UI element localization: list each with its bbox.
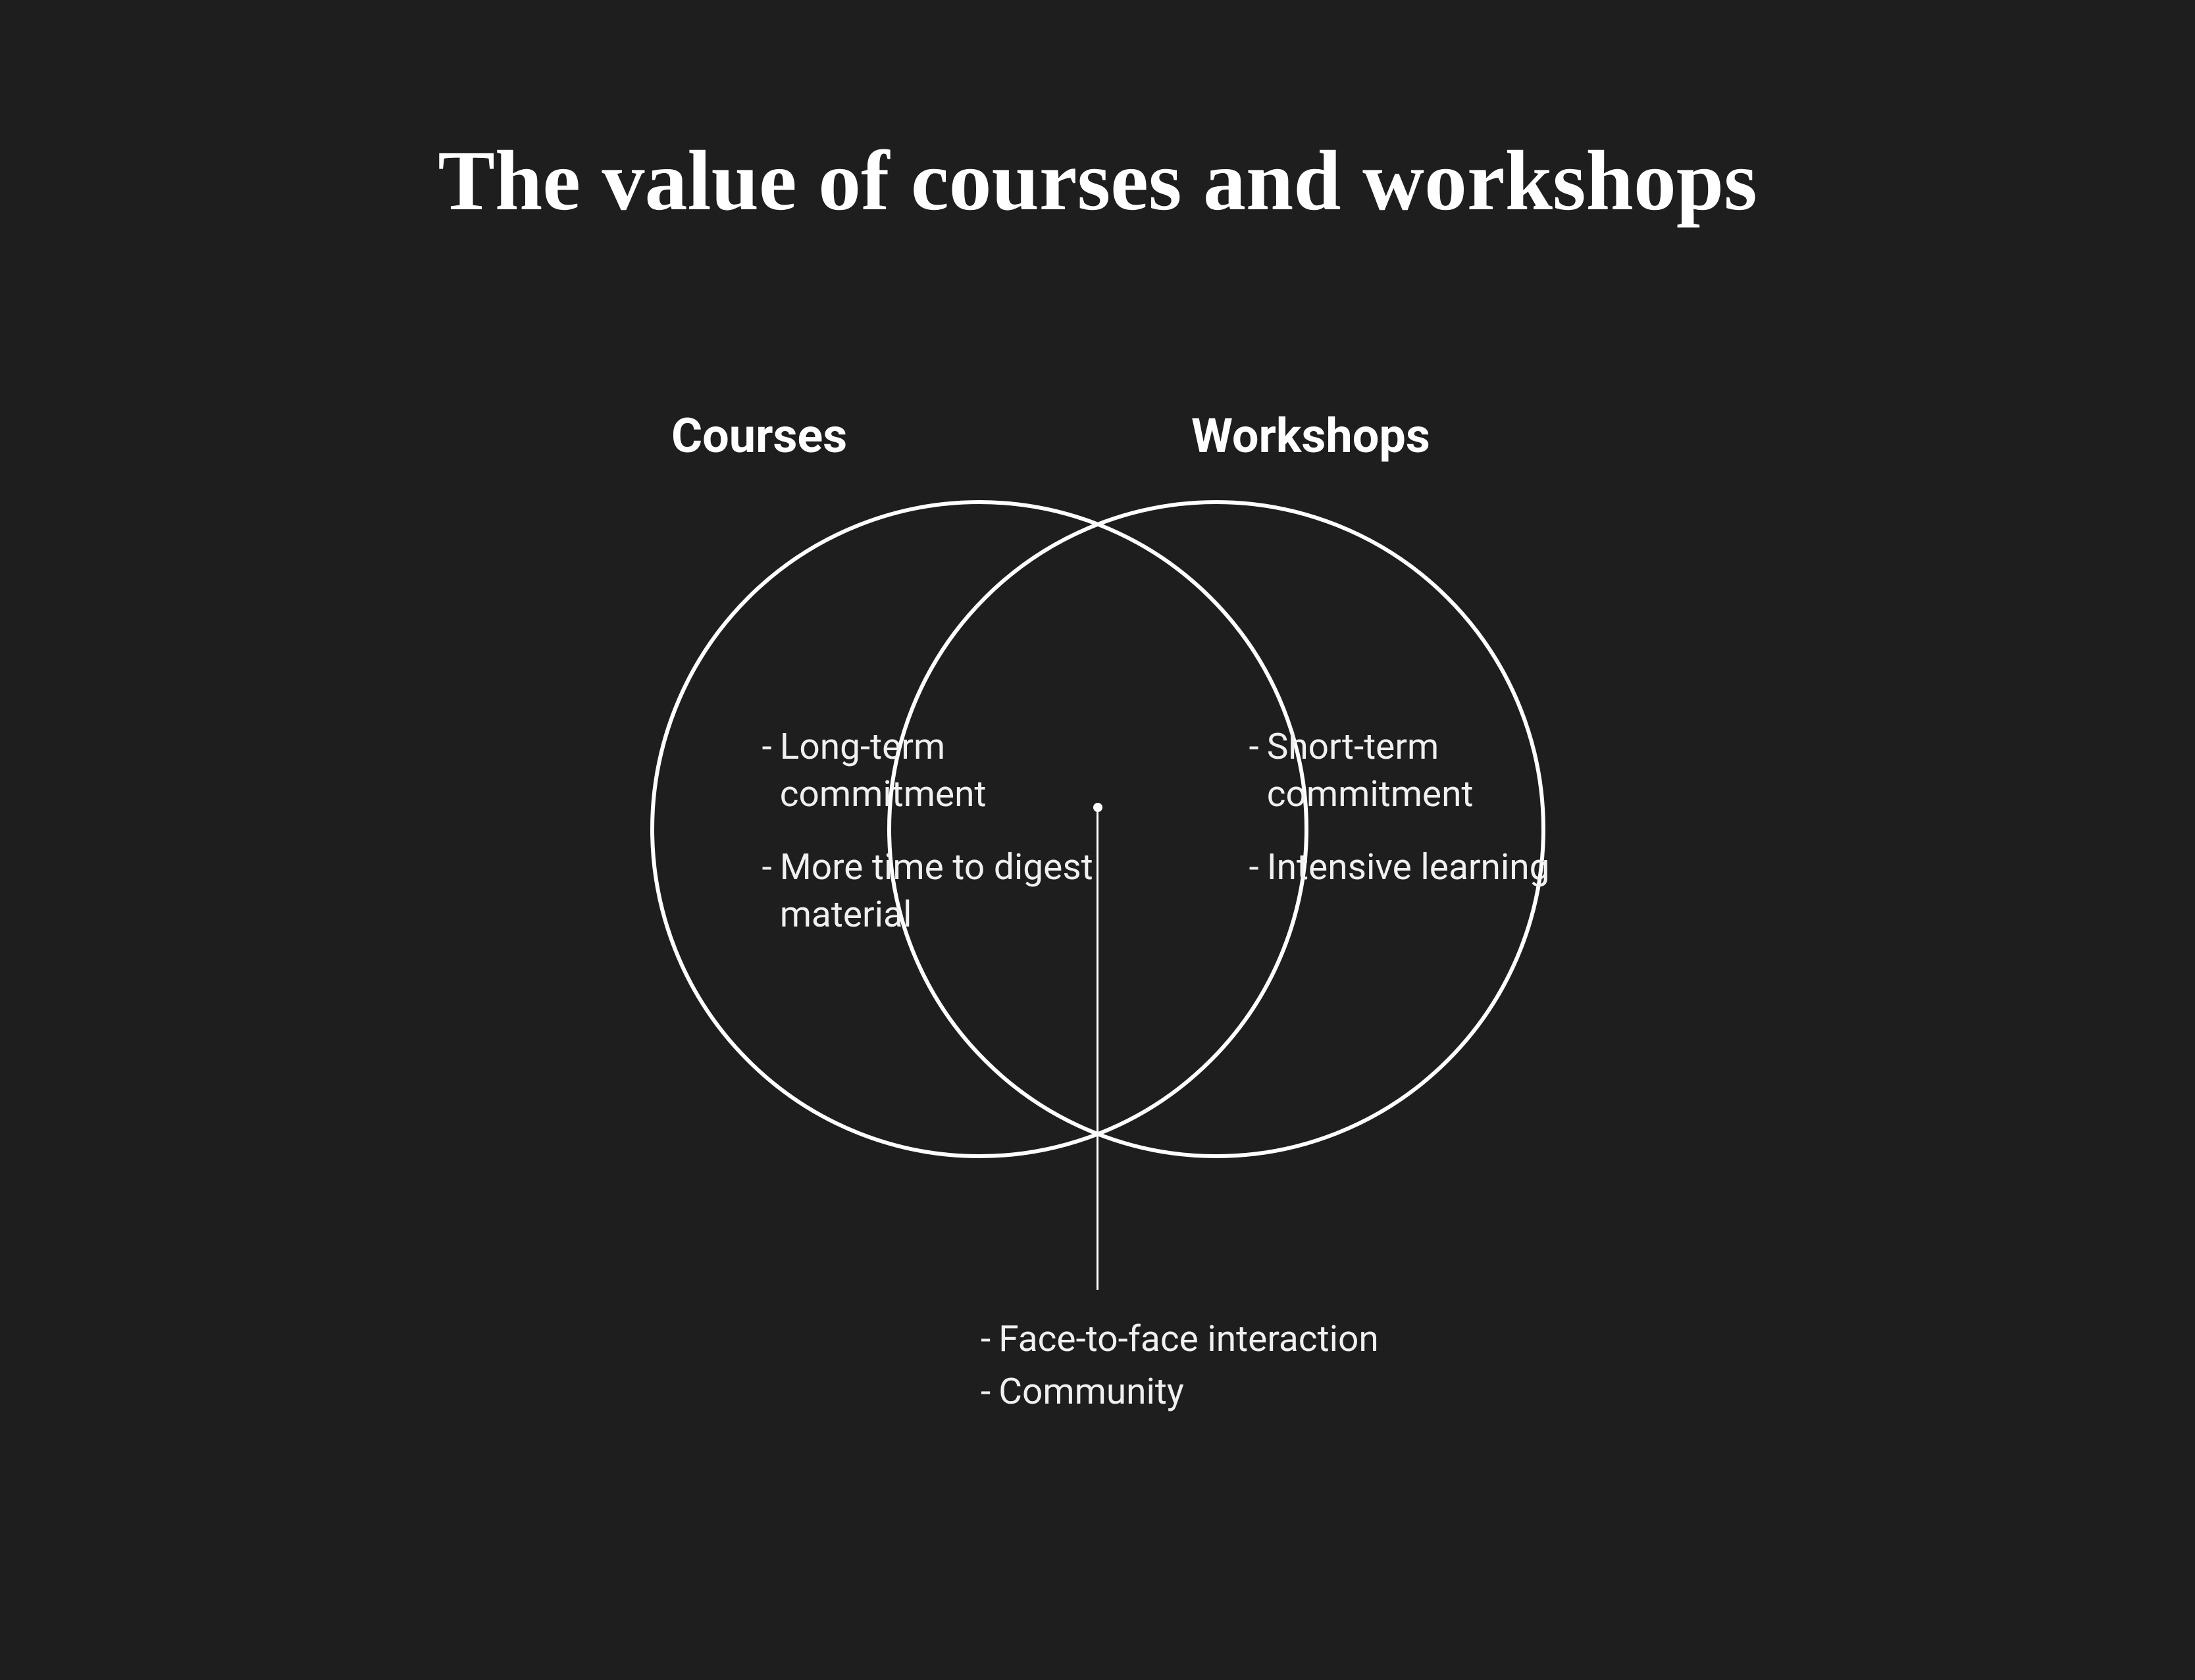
left-items: - Long-term commitment - More time to di… <box>762 724 1104 965</box>
list-item: - Short-term commitment <box>1249 724 1591 818</box>
right-items: - Short-term commitment - Intensive lear… <box>1249 724 1591 918</box>
list-item: - Community <box>981 1369 1507 1416</box>
item-text: Intensive learning <box>1267 844 1550 892</box>
item-text: Community <box>998 1369 1184 1416</box>
bullet-dash: - <box>1249 724 1267 818</box>
list-item: - More time to digest material <box>762 844 1104 938</box>
item-text: More time to digest material <box>780 844 1104 938</box>
intersection-items: - Face-to-face interaction - Community <box>981 1316 1507 1421</box>
item-text: Face-to-face interaction <box>998 1316 1379 1363</box>
bullet-dash: - <box>981 1316 998 1363</box>
item-text: Short-term commitment <box>1267 724 1591 818</box>
left-set-label: Courses <box>671 408 847 464</box>
bullet-dash: - <box>981 1369 998 1416</box>
list-item: - Long-term commitment <box>762 724 1104 818</box>
diagram-title: The value of courses and workshops <box>0 132 2195 230</box>
venn-diagram: - Long-term commitment - More time to di… <box>440 500 1756 1224</box>
bullet-dash: - <box>762 724 780 818</box>
list-item: - Face-to-face interaction <box>981 1316 1507 1363</box>
bullet-dash: - <box>1249 844 1267 892</box>
list-item: - Intensive learning <box>1249 844 1591 892</box>
bullet-dash: - <box>762 844 780 938</box>
right-set-label: Workshops <box>1191 408 1430 464</box>
item-text: Long-term commitment <box>780 724 1104 818</box>
pointer-line <box>1097 809 1098 1290</box>
